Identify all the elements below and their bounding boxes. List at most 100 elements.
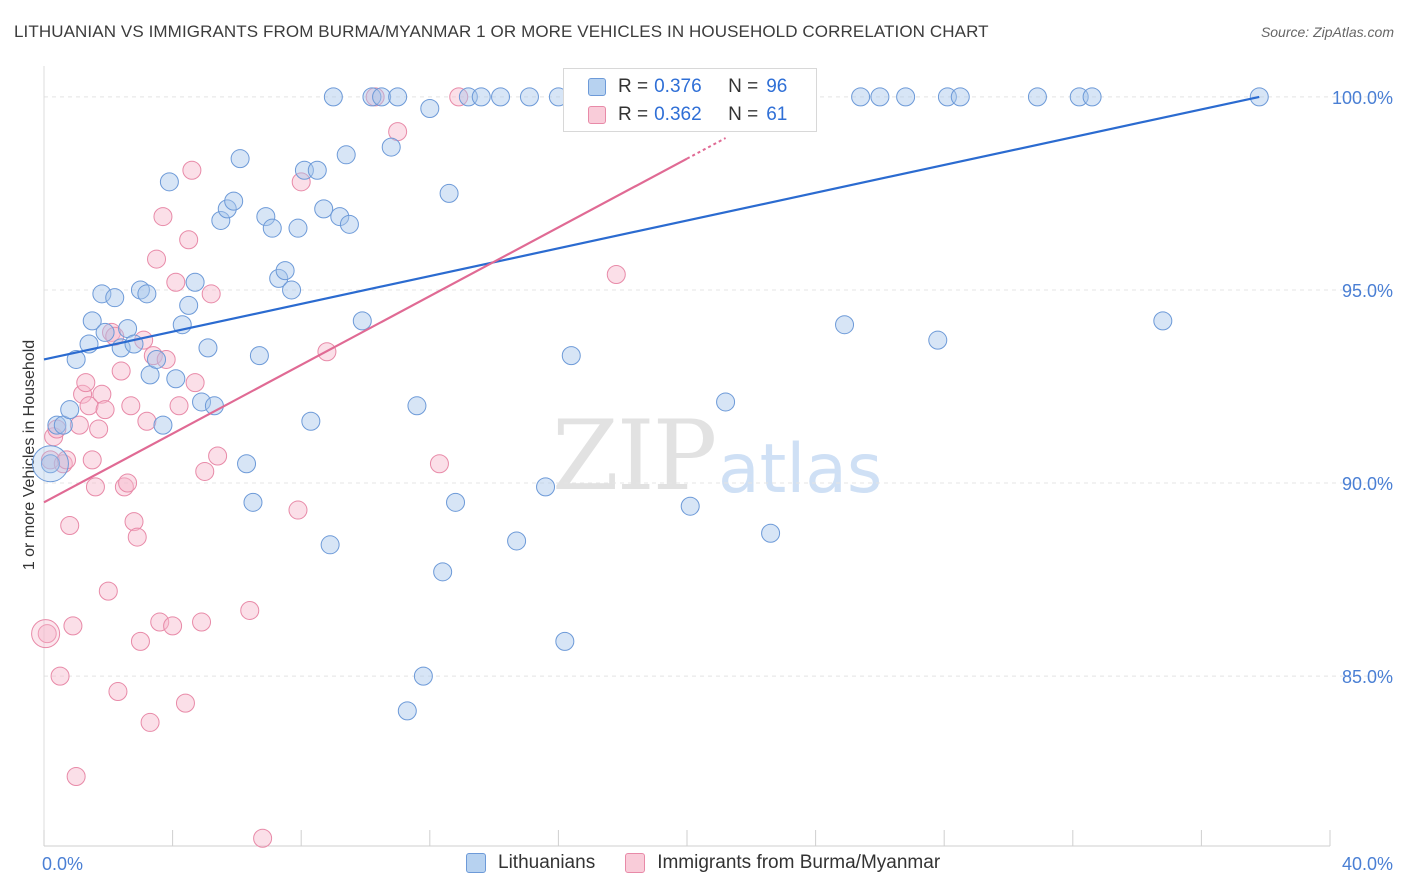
data-point-burma — [169, 396, 189, 416]
data-point-lithuanians — [536, 477, 556, 497]
data-point-lithuanians — [420, 98, 440, 118]
data-point-lithuanians — [249, 346, 269, 366]
data-point-burma — [50, 666, 70, 686]
data-point-lithuanians — [381, 137, 401, 157]
data-point-burma — [150, 612, 170, 632]
watermark-zip: ZIP — [552, 400, 717, 512]
data-point-lithuanians — [137, 284, 157, 304]
data-point-burma — [153, 207, 173, 227]
data-point-burma — [606, 265, 626, 285]
data-point-burma — [85, 477, 105, 497]
x-tick-label: 0.0% — [42, 854, 83, 874]
data-point-lithuanians — [159, 172, 179, 192]
data-point-burma — [182, 160, 202, 180]
n-label: N = — [728, 76, 759, 97]
data-point-lithuanians — [60, 400, 80, 420]
data-point-burma — [130, 631, 150, 651]
legend-row-burma: R = 0.362 N = 61 — [588, 103, 787, 127]
chart-title: LITHUANIAN VS IMMIGRANTS FROM BURMA/MYAN… — [14, 22, 989, 41]
data-point-burma — [60, 516, 80, 536]
data-point-lithuanians — [282, 280, 302, 300]
data-point-burma — [89, 419, 109, 439]
data-point-burma — [69, 415, 89, 435]
data-point-lithuanians — [211, 210, 231, 230]
data-point-lithuanians — [336, 145, 356, 165]
data-point-lithuanians — [330, 207, 350, 227]
r-label: R = — [618, 76, 649, 97]
data-point-burma — [156, 349, 176, 369]
data-point-lithuanians — [352, 311, 372, 331]
data-point-lithuanians — [680, 496, 700, 516]
data-point-lithuanians — [407, 396, 427, 416]
data-point-burma — [114, 477, 134, 497]
data-point-burma — [121, 396, 141, 416]
data-point-burma — [63, 616, 83, 636]
data-point-lithuanians — [47, 415, 67, 435]
data-point-lithuanians — [66, 349, 86, 369]
stats-legend: R = 0.376 N = 96 R = 0.362 N = 61 — [563, 68, 817, 132]
data-point-burma — [288, 500, 308, 520]
legend-item-burma[interactable]: Immigrants from Burma/Myanmar — [625, 852, 940, 874]
data-point-burma — [163, 616, 183, 636]
source-label: Source: ZipAtlas.com — [1260, 24, 1394, 40]
data-point-burma — [166, 272, 186, 292]
data-point-lithuanians — [256, 207, 276, 227]
data-point-burma — [179, 230, 199, 250]
pink-swatch — [588, 106, 606, 124]
r-value: 0.362 — [654, 104, 702, 125]
trend-line-burma — [43, 157, 688, 504]
data-point-lithuanians — [339, 214, 359, 234]
data-point-burma — [201, 284, 221, 304]
blue-series-points — [31, 87, 1269, 721]
data-point-lithuanians — [950, 87, 970, 107]
data-point-lithuanians — [507, 531, 527, 551]
data-point-burma — [57, 450, 77, 470]
data-point-lithuanians — [307, 160, 327, 180]
data-point-burma — [124, 512, 144, 532]
data-point-burma — [185, 373, 205, 393]
data-point-burma — [137, 411, 157, 431]
data-point-lithuanians — [491, 87, 511, 107]
data-point-burma — [240, 600, 260, 620]
data-point-lithuanians — [896, 87, 916, 107]
data-point-lithuanians — [446, 492, 466, 512]
data-point-burma — [108, 682, 128, 702]
data-point-burma — [147, 249, 167, 269]
data-point-lithuanians — [372, 87, 392, 107]
data-point-lithuanians — [147, 349, 167, 369]
data-point-lithuanians — [82, 311, 102, 331]
data-point-burma — [175, 693, 195, 713]
data-point-lithuanians — [301, 411, 321, 431]
trend-lines — [43, 95, 1260, 504]
data-point-lithuanians — [519, 87, 539, 107]
n-label: N = — [728, 104, 759, 125]
data-point-lithuanians — [835, 315, 855, 335]
data-point-lithuanians — [269, 268, 289, 288]
data-point-burma — [253, 828, 273, 848]
y-tick-label: 90.0% — [1342, 474, 1393, 494]
data-point-burma — [195, 461, 215, 481]
data-point-lithuanians — [192, 392, 212, 412]
data-point-burma — [140, 712, 160, 732]
data-point-burma — [92, 384, 112, 404]
data-point-lithuanians — [230, 149, 250, 169]
data-point-lithuanians — [40, 454, 60, 474]
legend-item-lithuanians[interactable]: Lithuanians — [466, 852, 595, 874]
data-point-lithuanians — [105, 288, 125, 308]
data-point-burma — [73, 384, 93, 404]
data-point-lithuanians — [1027, 87, 1047, 107]
data-point-lithuanians — [471, 87, 491, 107]
n-value: 61 — [766, 104, 788, 125]
data-point-lithuanians — [179, 295, 199, 315]
data-point-lithuanians — [31, 445, 69, 483]
data-point-lithuanians — [166, 369, 186, 389]
legend-label: Immigrants from Burma/Myanmar — [657, 852, 941, 873]
data-point-lithuanians — [413, 666, 433, 686]
legend-row-lithuanians: R = 0.376 N = 96 — [588, 75, 787, 99]
data-point-burma — [449, 87, 469, 107]
data-point-burma — [66, 766, 86, 786]
y-tick-label: 100.0% — [1332, 88, 1393, 108]
data-point-lithuanians — [388, 87, 408, 107]
data-point-burma — [98, 581, 118, 601]
